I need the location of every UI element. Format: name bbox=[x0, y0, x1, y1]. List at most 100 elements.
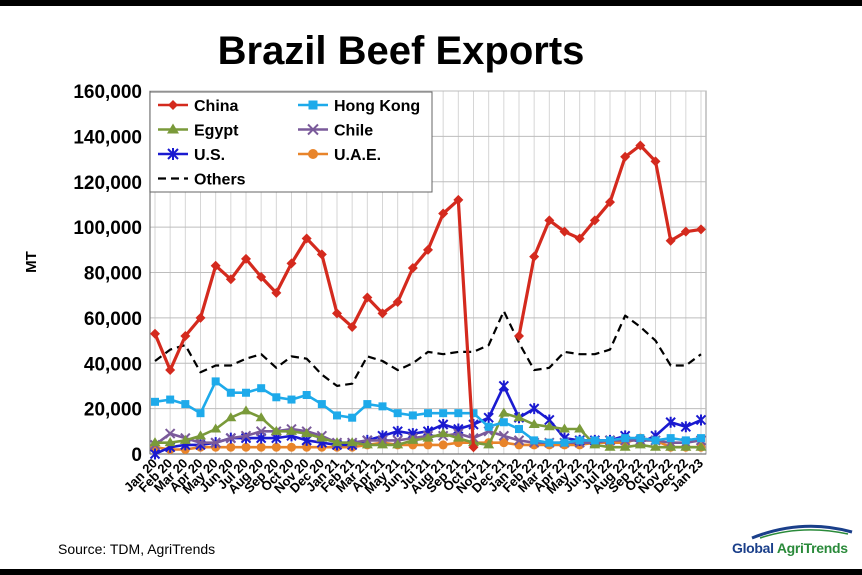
data-point-hong-kong bbox=[408, 411, 417, 420]
data-point-china bbox=[180, 331, 191, 342]
data-point-hong-kong bbox=[196, 409, 205, 418]
data-point-egypt bbox=[665, 441, 677, 451]
data-point-chile bbox=[513, 435, 525, 446]
data-point-u-a-e bbox=[226, 442, 236, 452]
legend-label-egypt: Egypt bbox=[194, 123, 239, 140]
data-point-china bbox=[271, 287, 282, 298]
data-point-china bbox=[423, 244, 433, 255]
series-others bbox=[154, 310, 702, 387]
legend-label-u-a-e: U.A.E. bbox=[334, 147, 381, 164]
y-tick-label: 160,000 bbox=[73, 82, 142, 103]
data-point-hong-kong bbox=[560, 438, 569, 447]
data-point-egypt bbox=[331, 437, 343, 447]
data-point-china bbox=[605, 197, 615, 208]
data-point-china bbox=[316, 249, 327, 260]
data-point-egypt bbox=[604, 441, 616, 451]
data-point-egypt bbox=[255, 412, 267, 422]
legend-label-others: Others bbox=[194, 172, 246, 189]
legend-label-chile: Chile bbox=[334, 123, 373, 140]
data-point-egypt bbox=[695, 441, 707, 451]
data-point-egypt bbox=[680, 441, 692, 451]
chart-title: Brazil Beef Exports bbox=[218, 29, 585, 73]
legend-label-china: China bbox=[194, 98, 239, 115]
data-point-egypt bbox=[210, 423, 222, 433]
data-point-egypt bbox=[377, 439, 388, 449]
data-point-u-a-e bbox=[241, 442, 251, 452]
data-point-egypt bbox=[164, 437, 176, 447]
data-point-hong-kong bbox=[636, 434, 645, 443]
data-point-u-s bbox=[498, 380, 510, 392]
legend-label-u-s: U.S. bbox=[194, 147, 225, 164]
data-point-hong-kong bbox=[621, 434, 630, 443]
data-point-china bbox=[468, 442, 479, 453]
data-point-china bbox=[529, 251, 540, 262]
data-point-china bbox=[453, 194, 464, 205]
data-point-hong-kong bbox=[575, 436, 584, 445]
data-point-egypt bbox=[559, 423, 570, 433]
source-note: Source: TDM, AgriTrends bbox=[58, 541, 216, 557]
data-point-china bbox=[696, 224, 706, 235]
data-point-hong-kong bbox=[590, 436, 599, 445]
data-point-chile bbox=[210, 437, 221, 448]
data-point-hong-kong bbox=[211, 377, 220, 386]
y-tick-label: 100,000 bbox=[73, 218, 142, 239]
legend-marker-u-s bbox=[167, 148, 179, 160]
data-point-u-a-e bbox=[302, 442, 312, 452]
data-point-egypt bbox=[392, 439, 404, 449]
data-point-china bbox=[438, 208, 449, 219]
data-point-china bbox=[559, 226, 570, 237]
data-point-china bbox=[150, 328, 160, 339]
data-point-egypt bbox=[619, 441, 631, 451]
data-point-hong-kong bbox=[257, 384, 266, 393]
data-point-hong-kong bbox=[606, 436, 614, 445]
data-point-china bbox=[377, 308, 388, 319]
data-point-china bbox=[195, 312, 206, 323]
data-point-egypt bbox=[346, 437, 358, 447]
data-point-hong-kong bbox=[424, 409, 432, 418]
data-point-egypt bbox=[149, 437, 161, 447]
data-point-hong-kong bbox=[272, 393, 281, 402]
data-point-china bbox=[620, 151, 631, 162]
data-point-china bbox=[225, 274, 236, 285]
data-point-hong-kong bbox=[333, 411, 341, 420]
series-line-others bbox=[154, 310, 702, 387]
logo-global-text: Global bbox=[732, 540, 774, 556]
data-point-egypt bbox=[513, 412, 525, 422]
data-point-hong-kong bbox=[363, 400, 372, 409]
data-point-china bbox=[665, 235, 676, 246]
top-border bbox=[0, 0, 862, 6]
data-point-egypt bbox=[407, 434, 419, 444]
data-point-china bbox=[650, 156, 661, 167]
data-point-egypt bbox=[270, 425, 282, 435]
data-point-hong-kong bbox=[530, 436, 539, 445]
y-tick-label: 60,000 bbox=[84, 309, 142, 330]
y-tick-label: 140,000 bbox=[73, 127, 142, 148]
data-point-china bbox=[332, 308, 342, 319]
data-point-hong-kong bbox=[242, 388, 250, 397]
data-point-hong-kong bbox=[681, 436, 690, 445]
legend: China Hong Kong Egypt Chile U.S. U.A.E. Others bbox=[149, 91, 433, 193]
y-tick-label: 80,000 bbox=[84, 264, 142, 285]
data-point-china bbox=[680, 226, 691, 237]
logo-agritrends-text: AgriTrends bbox=[776, 540, 848, 556]
data-point-hong-kong bbox=[378, 402, 387, 411]
legend-box bbox=[149, 91, 433, 193]
data-point-egypt bbox=[498, 407, 510, 417]
data-point-china bbox=[165, 365, 176, 376]
data-point-u-s bbox=[665, 416, 676, 428]
data-point-u-a-e bbox=[271, 442, 281, 452]
data-point-hong-kong bbox=[317, 400, 326, 409]
data-point-china bbox=[347, 321, 358, 332]
data-point-u-a-e bbox=[499, 438, 509, 448]
data-point-china bbox=[407, 262, 418, 273]
data-point-china bbox=[392, 296, 403, 307]
y-tick-label: 40,000 bbox=[84, 354, 142, 375]
series-hong-kong bbox=[151, 377, 705, 447]
legend-marker-hong-kong bbox=[308, 100, 318, 110]
data-point-hong-kong bbox=[439, 409, 448, 418]
data-point-u-a-e bbox=[256, 442, 266, 452]
data-point-u-a-e bbox=[438, 440, 448, 450]
data-point-china bbox=[635, 140, 646, 151]
data-point-egypt bbox=[437, 428, 449, 438]
data-point-egypt bbox=[361, 439, 373, 449]
